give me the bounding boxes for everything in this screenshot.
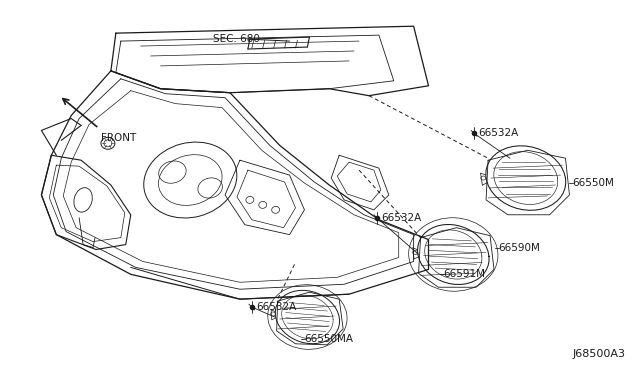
Text: 66550MA: 66550MA (305, 334, 353, 344)
Text: 66590M: 66590M (498, 243, 540, 253)
Text: 66550M: 66550M (572, 178, 614, 188)
Text: SEC. 680: SEC. 680 (213, 34, 260, 44)
Text: 66532A: 66532A (256, 302, 296, 312)
Text: FRONT: FRONT (101, 134, 136, 143)
Text: J68500A3: J68500A3 (572, 349, 625, 359)
Text: 66591M: 66591M (444, 269, 485, 279)
Text: 66532A: 66532A (478, 128, 518, 138)
Text: 66532A: 66532A (381, 213, 421, 223)
